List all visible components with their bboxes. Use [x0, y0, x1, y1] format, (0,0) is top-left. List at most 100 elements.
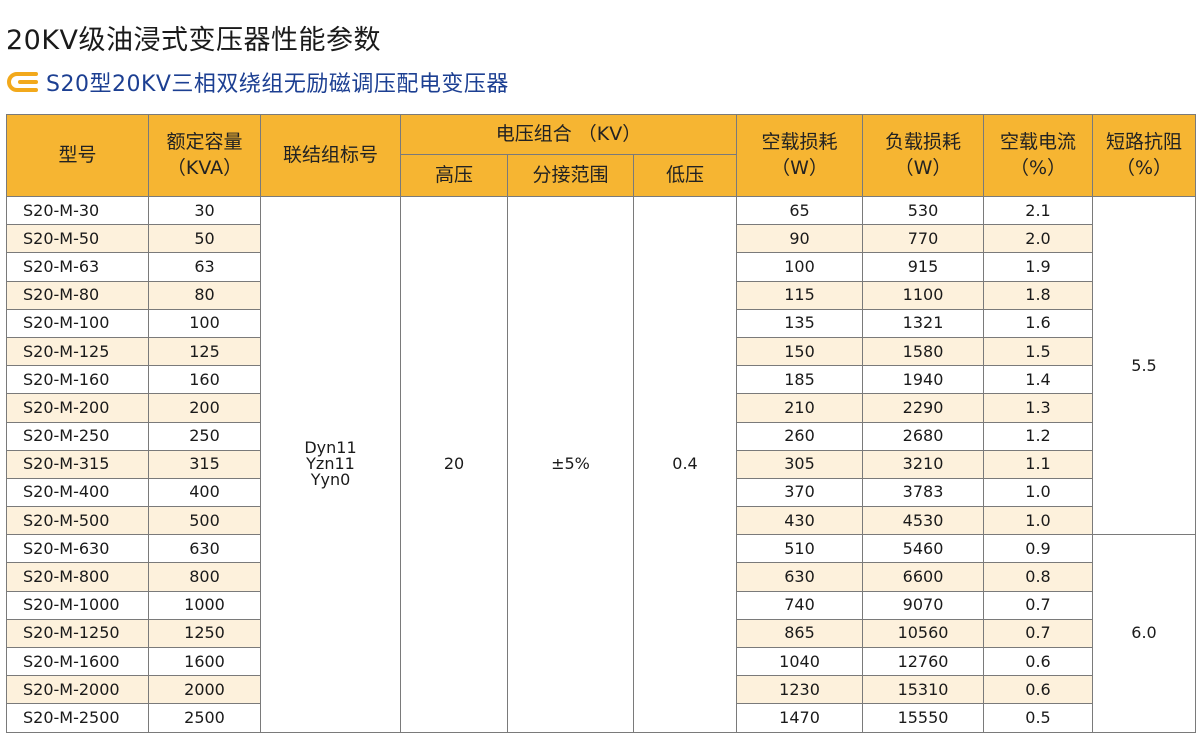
cell-capacity: 630 — [148, 534, 261, 564]
cell-capacity: 1000 — [148, 590, 261, 620]
cell-connection-group: Dyn11 Yzn11 Yyn0 — [260, 196, 401, 733]
cell-noload-current: 2.1 — [983, 195, 1094, 226]
header-capacity-label: 额定容量 — [166, 130, 243, 153]
cell-load-loss: 1940 — [862, 365, 985, 395]
cell-model: S20-M-2500 — [6, 703, 149, 733]
cell-model: S20-M-1000 — [6, 590, 149, 620]
cell-noload-loss: 370 — [736, 477, 864, 508]
cell-load-loss: 9070 — [862, 590, 985, 620]
cell-load-loss: 1100 — [862, 280, 985, 310]
table-body: S20-M-30 30 Dyn11 Yzn11 Yyn0 20 ±5% 0.4 65 530 2.1… — [6, 195, 1197, 733]
cell-load-loss: 915 — [862, 252, 985, 282]
bracket-icon — [7, 72, 38, 92]
cell-capacity: 2000 — [148, 675, 261, 705]
cell-load-loss: 3783 — [862, 477, 985, 508]
cell-model: S20-M-1600 — [6, 646, 149, 677]
header-capacity-unit: （KVA） — [166, 156, 243, 179]
table-row: S20-M-1000 1000 740 9070 0.7 — [6, 590, 1196, 620]
cell-load-loss: 5460 — [862, 534, 985, 564]
connection-symbol: Dyn11 — [304, 438, 357, 458]
cell-model: S20-M-100 — [6, 308, 149, 338]
table-row: S20-M-125 125 150 1580 1.5 — [6, 336, 1196, 367]
cell-model: S20-M-500 — [6, 506, 149, 536]
cell-impedance-low: 5.5 — [1092, 195, 1197, 536]
table-row: S20-M-80 80 115 1100 1.8 — [6, 280, 1196, 310]
cell-capacity: 315 — [148, 449, 261, 479]
table-row: S20-M-630 630 510 5460 0.9 6.0 — [6, 534, 1197, 733]
cell-noload-current: 1.4 — [983, 365, 1094, 395]
cell-noload-current: 2.0 — [983, 224, 1094, 254]
cell-model: S20-M-630 — [6, 534, 149, 564]
header-noload-loss-unit: （W） — [771, 156, 828, 179]
cell-noload-loss: 65 — [736, 195, 864, 226]
cell-noload-loss: 740 — [736, 590, 864, 620]
cell-noload-current: 0.7 — [983, 618, 1094, 649]
cell-load-loss: 10560 — [862, 618, 985, 649]
cell-capacity: 250 — [148, 421, 261, 451]
cell-noload-loss: 1040 — [736, 646, 864, 677]
table-row: S20-M-1600 1600 1040 12760 0.6 — [6, 646, 1196, 677]
cell-lv: 0.4 — [632, 196, 738, 733]
header-model: 型号 — [6, 114, 149, 197]
cell-model: S20-M-1250 — [6, 618, 149, 649]
cell-noload-current: 0.9 — [983, 534, 1094, 564]
header-noload-loss-label: 空载损耗 — [761, 130, 838, 153]
header-connection: 联结组标号 — [260, 114, 401, 197]
cell-capacity: 200 — [148, 393, 261, 423]
cell-load-loss: 2290 — [862, 393, 985, 423]
cell-noload-loss: 185 — [736, 365, 864, 395]
cell-load-loss: 770 — [862, 224, 985, 254]
cell-noload-loss: 1230 — [736, 675, 864, 705]
header-load-loss-label: 负载损耗 — [885, 130, 962, 153]
cell-noload-current: 0.6 — [983, 675, 1094, 705]
cell-model: S20-M-400 — [6, 477, 149, 508]
cell-capacity: 80 — [148, 280, 261, 310]
cell-capacity: 50 — [148, 224, 261, 254]
header-impedance-unit: （%） — [1115, 156, 1173, 179]
cell-noload-loss: 430 — [736, 506, 864, 536]
cell-model: S20-M-315 — [6, 449, 149, 479]
cell-capacity: 100 — [148, 308, 261, 338]
cell-noload-current: 1.1 — [983, 449, 1094, 479]
cell-noload-loss: 1470 — [736, 703, 864, 733]
cell-load-loss: 1580 — [862, 336, 985, 367]
table-row: S20-M-50 50 90 770 2.0 — [6, 224, 1196, 254]
section-heading: S20型20KV三相双绕组无励磁调压配电变压器 — [6, 66, 509, 98]
cell-noload-current: 0.6 — [983, 646, 1094, 677]
cell-noload-loss: 210 — [736, 393, 864, 423]
header-noload-loss: 空载损耗 （W） — [736, 114, 864, 197]
cell-tap: ±5% — [507, 196, 634, 733]
spec-table: 型号 额定容量 （KVA） 联结组标号 电压组合 （KV） 空载损耗 （W） 负… — [6, 114, 1197, 733]
table-row: S20-M-100 100 135 1321 1.6 — [6, 308, 1196, 338]
cell-load-loss: 1321 — [862, 308, 985, 338]
cell-noload-current: 0.5 — [983, 703, 1094, 733]
table-row: S20-M-30 30 Dyn11 Yzn11 Yyn0 20 ±5% 0.4 65 530 2.1… — [6, 195, 1197, 733]
header-voltage: 电压组合 （KV） — [399, 114, 738, 155]
cell-load-loss: 15310 — [862, 675, 985, 705]
cell-noload-current: 1.0 — [983, 506, 1094, 536]
header-noload-current-label: 空载电流 — [1000, 130, 1077, 153]
cell-noload-current: 1.5 — [983, 336, 1094, 367]
cell-model: S20-M-80 — [6, 280, 149, 310]
cell-model: S20-M-250 — [6, 421, 149, 451]
cell-capacity: 1600 — [148, 646, 261, 677]
cell-model: S20-M-160 — [6, 365, 149, 395]
table-row: S20-M-315 315 305 3210 1.1 — [6, 449, 1196, 479]
cell-noload-current: 1.3 — [983, 393, 1094, 423]
page-title: 20KV级油浸式变压器性能参数 — [6, 25, 382, 56]
cell-noload-current: 1.9 — [983, 252, 1094, 282]
cell-capacity: 1250 — [148, 618, 261, 649]
cell-noload-loss: 100 — [736, 252, 864, 282]
cell-noload-loss: 135 — [736, 308, 864, 338]
cell-model: S20-M-30 — [6, 195, 149, 226]
cell-noload-loss: 90 — [736, 224, 864, 254]
cell-capacity: 500 — [148, 506, 261, 536]
cell-load-loss: 15550 — [862, 703, 985, 733]
cell-hv: 20 — [400, 196, 508, 733]
cell-noload-loss: 510 — [736, 534, 864, 564]
header-capacity: 额定容量 （KVA） — [148, 114, 261, 197]
table-row: S20-M-500 500 430 4530 1.0 — [6, 506, 1196, 536]
header-load-loss: 负载损耗 （W） — [862, 114, 985, 197]
cell-model: S20-M-2000 — [6, 675, 149, 705]
cell-noload-loss: 630 — [736, 562, 864, 592]
